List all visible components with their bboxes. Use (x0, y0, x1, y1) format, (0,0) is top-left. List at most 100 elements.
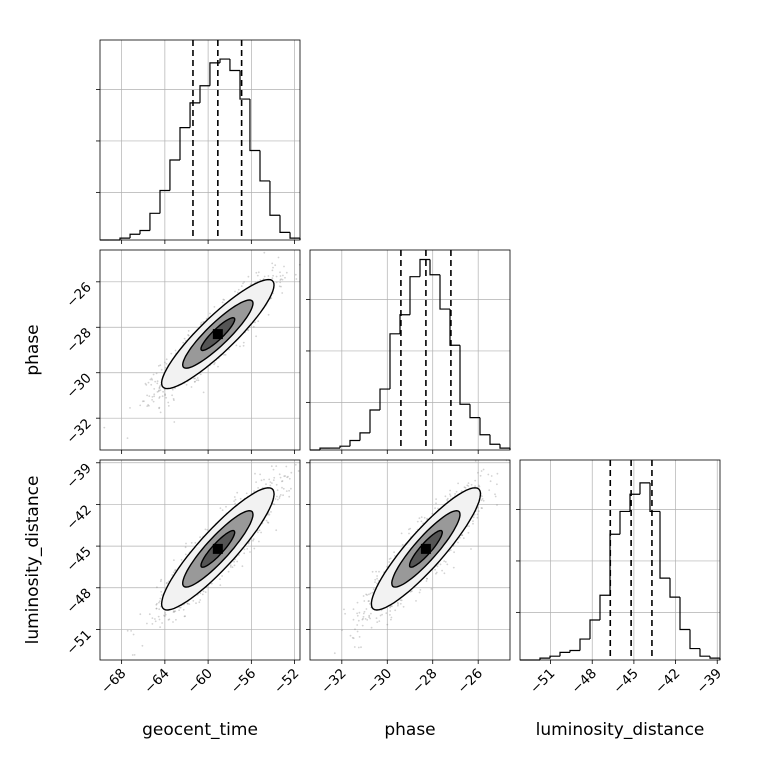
sample-point (222, 298, 225, 301)
sample-point (225, 505, 227, 508)
sample-point (186, 602, 189, 605)
histogram-bin (379, 388, 390, 410)
sample-point (416, 520, 419, 523)
sample-point (396, 601, 399, 604)
sample-point (255, 481, 257, 483)
sample-point (200, 321, 203, 324)
sample-point (252, 325, 255, 328)
histogram-bin (339, 445, 350, 449)
sample-point (199, 373, 202, 376)
sample-point (159, 580, 162, 583)
sample-point (164, 612, 167, 614)
sample-point (146, 405, 149, 407)
sample-point (477, 471, 479, 474)
sample-point (221, 509, 224, 511)
x-tick-label: −56 (228, 666, 259, 697)
sample-point (474, 479, 477, 482)
histogram-bin (189, 102, 200, 128)
sample-point (410, 590, 413, 593)
sample-point (242, 341, 245, 344)
histogram-marks (100, 40, 301, 241)
y-axis-label-luminosity-distance: luminosity_distance (23, 476, 43, 645)
sample-point (388, 558, 391, 560)
sample-point (275, 529, 278, 532)
y-tick-label: −42 (63, 502, 94, 533)
panel-geocent-time-hist (96, 39, 301, 244)
sample-point (263, 251, 266, 254)
sample-point (375, 570, 377, 573)
histogram-bin (599, 594, 610, 620)
histogram-bin (679, 597, 690, 631)
sample-point (152, 373, 155, 376)
histogram-bin (249, 99, 260, 152)
sample-point (217, 365, 219, 368)
sample-point (243, 548, 246, 551)
sample-point (426, 577, 428, 580)
sample-point (357, 619, 360, 622)
density-peak (212, 543, 223, 554)
gridlines (520, 460, 720, 660)
sample-point (452, 566, 455, 569)
histogram-bin (129, 233, 140, 239)
sample-point (172, 398, 175, 400)
sample-point (239, 345, 241, 348)
sample-point (219, 507, 222, 509)
sample-point (466, 484, 469, 487)
sample-point (470, 548, 472, 550)
sample-point (356, 601, 359, 604)
sample-point (236, 291, 239, 294)
sample-point (167, 405, 170, 407)
sample-point (278, 285, 281, 288)
sample-point (199, 599, 202, 601)
sample-point (496, 504, 498, 506)
sample-point (154, 620, 157, 623)
sample-point (153, 388, 156, 390)
sample-point (397, 604, 399, 607)
sample-point (164, 393, 167, 396)
x-tick-label: −45 (610, 666, 641, 697)
sample-point (374, 578, 377, 581)
sample-point (158, 407, 161, 410)
sample-point (152, 400, 155, 403)
sample-point (409, 590, 412, 593)
sample-point (196, 377, 199, 379)
sample-point (178, 606, 181, 609)
sample-point (193, 377, 195, 380)
sample-point (148, 404, 150, 407)
histogram-bin (359, 432, 370, 441)
sample-point (376, 575, 378, 577)
sample-point (418, 517, 421, 520)
sample-point (139, 613, 142, 616)
sample-point (236, 560, 239, 563)
sample-point (194, 380, 197, 383)
sample-point (449, 495, 452, 497)
histogram-marks (310, 250, 511, 451)
sample-point (461, 534, 464, 537)
histogram-bin (399, 314, 410, 334)
sample-point (446, 563, 449, 566)
sample-point (282, 487, 285, 490)
sample-point (233, 564, 236, 567)
sample-point (362, 617, 364, 620)
sample-point (444, 495, 447, 498)
sample-point (464, 486, 467, 489)
sample-point (477, 510, 480, 512)
sample-point (376, 621, 379, 623)
sample-point (150, 383, 153, 386)
sample-point (275, 465, 278, 467)
sample-point (360, 646, 362, 649)
sample-point (446, 497, 449, 500)
sample-point (294, 463, 297, 466)
sample-point (478, 484, 480, 487)
sample-point (202, 590, 205, 593)
sample-point (167, 580, 170, 583)
sample-point (221, 301, 224, 304)
sample-point (146, 394, 149, 397)
sample-point (283, 475, 286, 478)
sample-point (260, 479, 263, 482)
sample-point (178, 609, 181, 612)
sample-point (281, 480, 283, 483)
tick-marks (96, 89, 295, 244)
sample-point (173, 421, 176, 423)
sample-point (266, 521, 269, 524)
